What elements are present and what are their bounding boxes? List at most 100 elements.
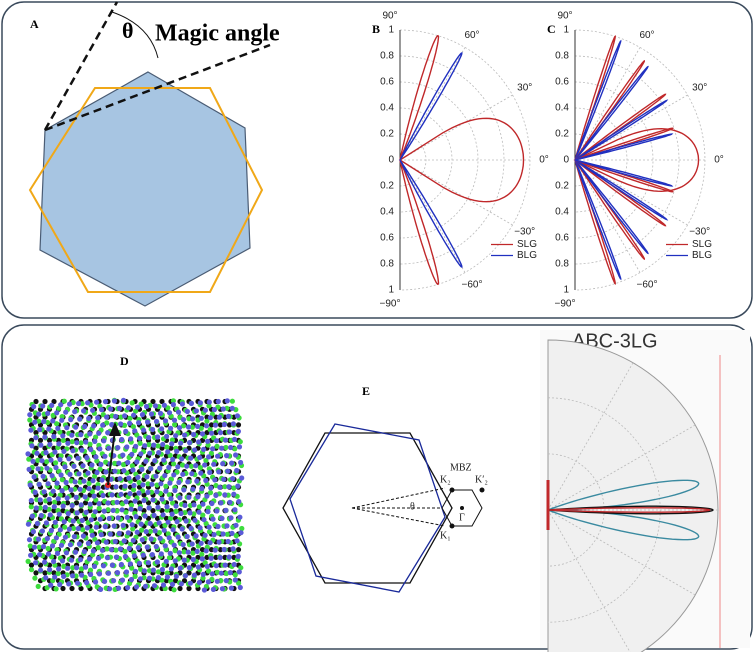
atom [62, 524, 68, 530]
atom [132, 568, 139, 575]
atom [231, 561, 237, 568]
atom [34, 520, 41, 527]
atom [26, 466, 32, 472]
atom [163, 488, 169, 494]
atom [143, 529, 149, 535]
atom [168, 496, 174, 502]
atom [25, 451, 31, 457]
radial-tick-label: 0.4 [555, 207, 569, 218]
atom [141, 568, 147, 574]
atom [46, 496, 52, 502]
atom [75, 525, 81, 532]
atom [154, 418, 160, 425]
atom [227, 570, 233, 576]
atom [56, 441, 62, 447]
atom [191, 572, 197, 578]
atom [115, 445, 121, 451]
grid-spoke [547, 509, 631, 652]
radial-tick-label: 0.4 [380, 103, 394, 114]
atom [53, 465, 59, 471]
dashed-line [43, 1, 119, 131]
atom [64, 425, 70, 431]
atom [199, 551, 205, 557]
atom [33, 505, 39, 511]
atom [88, 517, 94, 523]
atom [234, 413, 240, 419]
atom [51, 570, 57, 576]
atom [40, 473, 46, 479]
atom [98, 532, 104, 538]
atom [47, 441, 53, 448]
atom [96, 505, 102, 511]
radial-tick-label: 0.2 [555, 181, 569, 192]
polar-curve [399, 51, 463, 161]
atom [225, 538, 231, 545]
atom [187, 440, 193, 446]
atom [237, 584, 243, 591]
atom [179, 462, 186, 468]
atom [126, 545, 132, 552]
atom [229, 460, 235, 466]
atom [198, 415, 204, 421]
atom [213, 438, 220, 444]
atom [203, 423, 210, 429]
atom [169, 581, 176, 588]
atom [139, 527, 145, 533]
atom [135, 474, 141, 480]
atom [168, 425, 174, 431]
atom [75, 455, 81, 461]
atom [31, 474, 37, 480]
atom [97, 466, 103, 472]
atom [84, 580, 90, 586]
atom [182, 502, 188, 508]
atom [74, 510, 80, 516]
atom [201, 587, 207, 593]
atom [83, 509, 89, 515]
atom [113, 484, 119, 490]
atom [202, 532, 208, 538]
atom [199, 486, 205, 492]
atom [31, 404, 37, 410]
atom [164, 433, 170, 439]
atom [151, 583, 158, 589]
atom [228, 585, 234, 591]
atom [36, 544, 42, 550]
atom [50, 418, 56, 424]
atom [69, 502, 75, 509]
atom [157, 410, 164, 416]
atom [130, 537, 136, 543]
atom [46, 437, 53, 443]
atom [143, 458, 149, 464]
atom [180, 417, 187, 423]
atom [185, 424, 192, 430]
atom [45, 481, 51, 487]
atom [211, 407, 217, 413]
atom [86, 415, 92, 421]
atom [119, 577, 126, 583]
atom [88, 571, 94, 578]
atom [88, 446, 94, 453]
polar-curve [574, 159, 649, 255]
atom [98, 461, 104, 467]
atom [147, 528, 154, 535]
atom [136, 560, 142, 566]
atom [162, 473, 168, 479]
atom [140, 552, 146, 558]
dashed-line [44, 43, 271, 132]
atom [155, 504, 161, 510]
atom [27, 412, 33, 418]
radial-tick-label: 1 [388, 285, 394, 296]
atom [224, 398, 230, 404]
atom [62, 464, 68, 470]
atom [193, 408, 199, 414]
atom [68, 557, 75, 563]
atom [56, 531, 62, 537]
atom [182, 432, 188, 438]
atom [175, 464, 181, 470]
atom [127, 561, 133, 567]
radial-tick-label: 0.4 [555, 103, 569, 114]
atom [106, 445, 112, 451]
angle-tick-label: −60° [462, 279, 483, 290]
atom [218, 500, 224, 506]
atom [66, 456, 72, 462]
